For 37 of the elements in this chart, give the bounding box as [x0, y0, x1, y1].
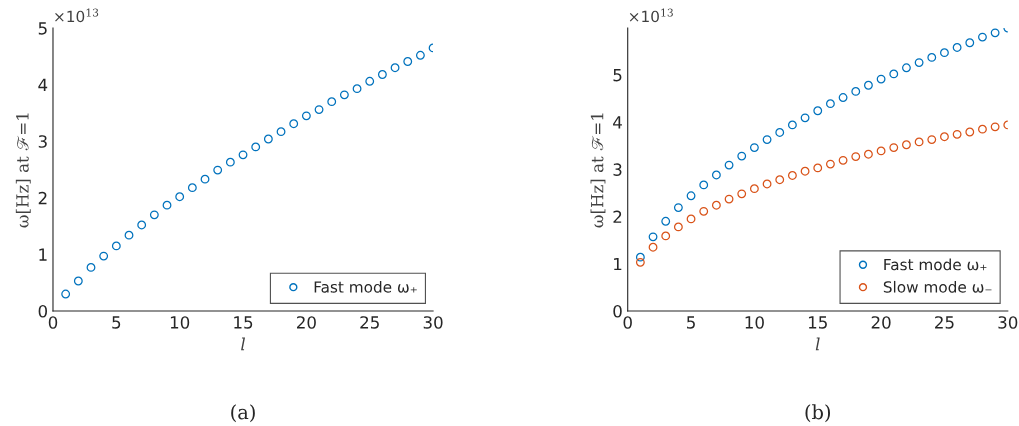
y-axis-title: ω[Hz] at ℱ=1 [15, 113, 31, 228]
x-tick-label: 0 [48, 316, 58, 329]
y-tick-label: 5 [38, 22, 47, 35]
text: (a) [231, 404, 255, 423]
y-tick-label: 5 [613, 69, 622, 82]
text: ×10$^{13}$ [629, 8, 673, 23]
y-tick-label: 3 [38, 135, 47, 148]
x-tick-label: 20 [871, 316, 891, 329]
legend-label: Fast mode ω₊ [314, 280, 417, 293]
x-axis-title: l [815, 337, 820, 351]
x-tick-label: 25 [360, 316, 379, 329]
y-tick-label: 0 [613, 304, 622, 318]
x-tick-label: 25 [935, 316, 954, 329]
y-tick-label: 4 [38, 78, 48, 92]
x-tick-label: 30 [423, 316, 443, 329]
x-tick-label: 5 [112, 316, 121, 329]
legend-label: Slow mode ω₋ [883, 280, 992, 293]
text: ×10$^{13}$ [55, 8, 99, 23]
x-tick-label: 5 [687, 316, 695, 329]
y-tick-label: 1 [39, 248, 47, 261]
text: (b) [805, 404, 831, 423]
x-axis-title: l [241, 337, 246, 351]
y-tick-label: 2 [38, 191, 47, 205]
x-tick-label: 10 [745, 316, 764, 329]
x-tick-label: 0 [623, 316, 632, 329]
x-tick-label: 15 [808, 316, 827, 329]
x-tick-label: 30 [998, 316, 1018, 329]
x-tick-label: 20 [297, 316, 316, 329]
x-tick-label: 15 [234, 316, 253, 329]
x-tick-label: 10 [170, 316, 190, 329]
y-tick-label: 4 [613, 116, 622, 129]
y-tick-label: 1 [614, 257, 622, 271]
y-tick-label: 3 [613, 163, 622, 176]
legend-label: Fast mode ω₊ [884, 258, 987, 271]
y-axis-title: ω[Hz] at ℱ=1 [590, 113, 606, 228]
y-tick-label: 2 [613, 210, 622, 223]
y-tick-label: 0 [38, 304, 48, 318]
